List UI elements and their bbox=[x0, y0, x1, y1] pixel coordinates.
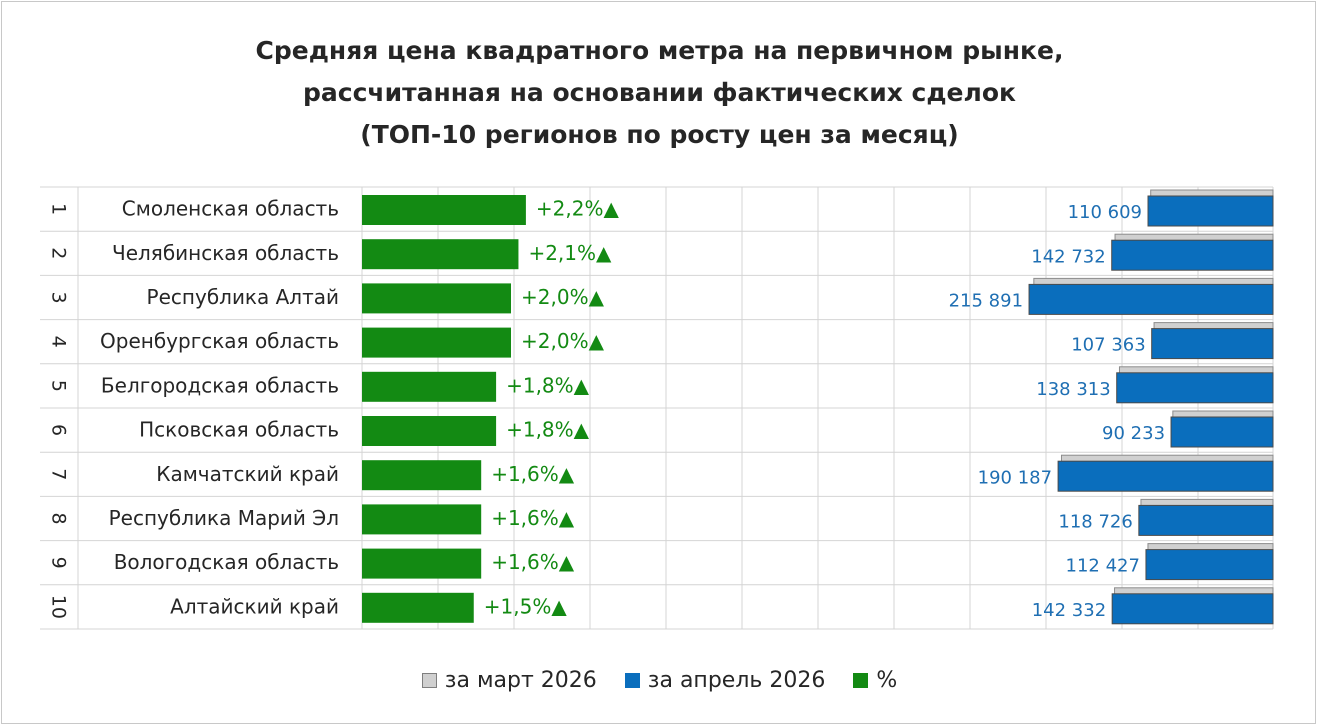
chart-title: Средняя цена квадратного метра на первич… bbox=[0, 30, 1319, 156]
legend-item-percent: % bbox=[853, 668, 897, 693]
rank-label: 4 bbox=[48, 336, 70, 348]
percent-label: +2,0%▲ bbox=[521, 285, 605, 309]
legend-swatch-percent bbox=[853, 673, 869, 688]
percent-bar bbox=[362, 195, 526, 225]
region-label: Псковская область bbox=[139, 418, 339, 442]
april-bar bbox=[1138, 504, 1274, 536]
region-label: Камчатский край bbox=[156, 462, 339, 486]
rank-label: 1 bbox=[48, 203, 70, 215]
legend-label-march: за март 2026 bbox=[444, 668, 597, 693]
percent-bar bbox=[362, 416, 497, 446]
rank-label: 9 bbox=[48, 557, 70, 569]
chart-title-line-1: Средняя цена квадратного метра на первич… bbox=[255, 36, 1064, 65]
april-bar bbox=[1145, 549, 1274, 581]
april-value-label: 90 233 bbox=[1102, 423, 1165, 444]
april-value-label: 118 726 bbox=[1058, 512, 1132, 533]
legend-label-percent: % bbox=[876, 668, 898, 693]
percent-label: +1,6%▲ bbox=[491, 506, 575, 530]
region-label: Республика Марий Эл bbox=[109, 506, 339, 530]
percent-bar bbox=[362, 371, 497, 402]
legend-item-march: за март 2026 bbox=[421, 668, 597, 693]
april-value-label: 112 427 bbox=[1066, 556, 1140, 577]
april-bar bbox=[1116, 372, 1274, 404]
chart-title-line-2: рассчитанная на основании фактических сд… bbox=[303, 78, 1016, 107]
region-label: Челябинская область bbox=[112, 241, 339, 265]
percent-label: +1,8%▲ bbox=[506, 373, 590, 397]
percent-bar bbox=[362, 283, 511, 314]
chart-legend: за март 2026 за апрель 2026 % bbox=[0, 668, 1319, 693]
rank-label: 10 bbox=[48, 595, 70, 619]
percent-bar bbox=[362, 592, 474, 623]
region-label: Оренбургская область bbox=[100, 329, 339, 353]
percent-bar bbox=[362, 504, 482, 535]
rank-label: 3 bbox=[48, 291, 70, 303]
percent-bar bbox=[362, 327, 511, 358]
rank-label: 5 bbox=[48, 380, 70, 392]
region-label: Белгородская область bbox=[101, 373, 339, 397]
april-bar bbox=[1147, 195, 1274, 227]
april-bar bbox=[1170, 416, 1274, 448]
legend-swatch-april bbox=[624, 673, 640, 688]
region-label: Вологодская область bbox=[114, 550, 339, 574]
april-bar bbox=[1057, 460, 1274, 492]
april-bar bbox=[1111, 239, 1274, 271]
rank-label: 2 bbox=[48, 247, 70, 259]
percent-label: +1,8%▲ bbox=[506, 418, 590, 442]
percent-label: +2,2%▲ bbox=[536, 197, 620, 221]
percent-label: +1,6%▲ bbox=[491, 462, 575, 486]
region-label: Алтайский край bbox=[170, 594, 339, 618]
rank-label: 7 bbox=[48, 468, 70, 480]
percent-bar bbox=[362, 548, 482, 579]
april-value-label: 107 363 bbox=[1071, 335, 1145, 356]
april-value-label: 215 891 bbox=[949, 291, 1023, 312]
percent-bar bbox=[362, 239, 519, 270]
chart-title-line-3: (ТОП-10 регионов по росту цен за месяц) bbox=[360, 120, 959, 149]
region-label: Республика Алтай bbox=[147, 285, 339, 309]
rank-label: 6 bbox=[48, 424, 70, 436]
april-value-label: 138 313 bbox=[1036, 379, 1110, 400]
region-label: Смоленская область bbox=[122, 197, 339, 221]
rank-label: 8 bbox=[48, 512, 70, 524]
legend-swatch-march bbox=[421, 673, 437, 688]
percent-label: +2,0%▲ bbox=[521, 329, 605, 353]
april-value-label: 142 732 bbox=[1031, 246, 1105, 267]
percent-label: +1,6%▲ bbox=[491, 550, 575, 574]
legend-label-april: за апрель 2026 bbox=[647, 668, 826, 693]
april-bar bbox=[1111, 593, 1274, 625]
percent-bar bbox=[362, 460, 482, 491]
chart-plot: 1 Смоленская область +2,2%▲ 110 609 2 Челябин… bbox=[40, 186, 1274, 630]
percent-label: +1,5%▲ bbox=[484, 594, 568, 618]
legend-item-april: за апрель 2026 bbox=[624, 668, 826, 693]
percent-label: +2,1%▲ bbox=[528, 241, 612, 265]
april-value-label: 190 187 bbox=[978, 467, 1052, 488]
april-bar bbox=[1028, 283, 1274, 315]
april-value-label: 142 332 bbox=[1032, 600, 1106, 621]
april-value-label: 110 609 bbox=[1068, 202, 1142, 223]
april-bar bbox=[1151, 328, 1274, 360]
